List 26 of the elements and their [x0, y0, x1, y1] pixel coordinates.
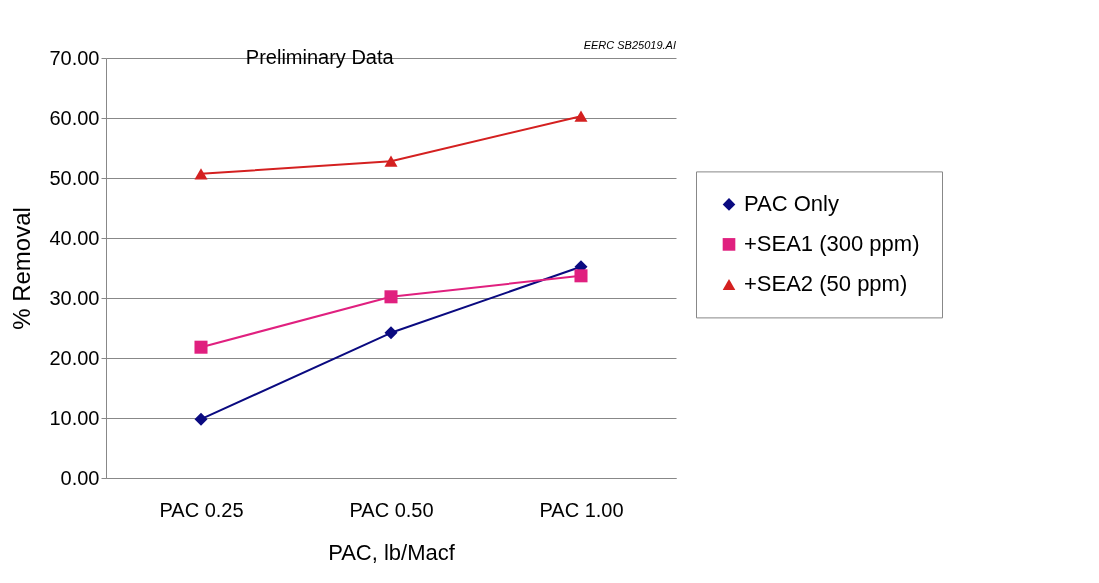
- y-axis-title: % Removal: [8, 207, 36, 330]
- legend-label: +SEA1 (300 ppm): [744, 231, 920, 257]
- point: [384, 290, 398, 304]
- point: [194, 340, 208, 354]
- x-tick-label: PAC 0.50: [349, 498, 434, 521]
- point: [574, 269, 588, 283]
- point: [194, 412, 208, 426]
- text: EERC SB25019.AI: [583, 39, 676, 51]
- y-tick-label: 50.00: [49, 166, 100, 189]
- annotation: Preliminary Data: [245, 46, 395, 68]
- y-tick-label: 10.00: [49, 406, 100, 429]
- x-tick-label: PAC 0.25: [159, 498, 244, 521]
- y-tick-label: 0.00: [60, 466, 100, 489]
- point: [384, 326, 398, 340]
- point: [194, 168, 208, 180]
- point: [574, 110, 588, 122]
- y-tick-label: 70.00: [49, 46, 100, 69]
- legend-label: PAC Only: [744, 191, 839, 217]
- y-tick-label: 40.00: [49, 226, 100, 249]
- y-tick-label: 60.00: [49, 106, 100, 129]
- x-axis-title: PAC, lb/Macf: [328, 539, 456, 565]
- y-tick-label: 30.00: [49, 286, 100, 309]
- y-tick-label: 20.00: [49, 346, 100, 369]
- x-tick-label: PAC 1.00: [539, 498, 624, 521]
- legend-label: +SEA2 (50 ppm): [744, 271, 908, 297]
- point: [384, 155, 398, 167]
